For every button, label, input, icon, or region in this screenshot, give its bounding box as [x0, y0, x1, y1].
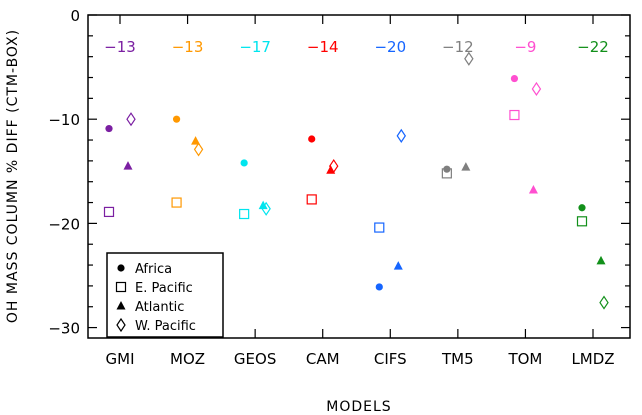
x-axis: GMI MOZ GEOS CAM CIFS TM5 TOM LMDZ: [106, 15, 615, 368]
w-pacific-point: [193, 142, 204, 157]
mean-annotation: −17: [239, 38, 271, 56]
e-pacific-point: [374, 222, 385, 233]
x-axis-title: MODELS: [326, 399, 391, 415]
e-pacific-point: [239, 208, 250, 220]
y-tick-label: −20: [48, 215, 80, 233]
y-axis-title: OH MASS COLUMN % DIFF (CTM-BOX): [5, 29, 21, 323]
legend-box: [106, 252, 224, 338]
w-pacific-point: [599, 295, 609, 310]
w-pacific-point: [328, 158, 339, 174]
atlantic-point: [123, 161, 133, 170]
atlantic-point: [393, 261, 403, 270]
mean-annotation: −13: [104, 38, 136, 56]
legend-label: Atlantic: [135, 300, 184, 315]
legend-label: W. Pacific: [135, 319, 196, 334]
e-pacific-point: [171, 197, 182, 208]
africa-point: [105, 124, 113, 133]
legend-marker: [117, 264, 125, 272]
legend-label: Africa: [135, 262, 172, 277]
atlantic-point: [258, 200, 268, 210]
legend-label: E. Pacific: [135, 281, 193, 296]
data-markers: [103, 51, 609, 310]
e-pacific-point: [509, 109, 520, 121]
atlantic-point: [528, 185, 538, 194]
w-pacific-point: [396, 128, 407, 143]
x-tick-label: LMDZ: [571, 350, 614, 368]
africa-point: [240, 159, 248, 167]
x-tick-label: MOZ: [170, 350, 205, 368]
x-tick-label: CAM: [306, 350, 340, 368]
legend-marker: [116, 317, 126, 333]
legend-marker: [115, 281, 127, 293]
atlantic-point: [596, 255, 606, 265]
africa-point: [375, 283, 383, 291]
x-tick-label: TM5: [441, 350, 474, 368]
mean-annotation: −9: [514, 38, 536, 56]
y-axis: 0 −10 −20 −30: [48, 7, 630, 338]
y-tick-label: 0: [70, 7, 80, 25]
africa-point: [510, 74, 519, 83]
africa-point: [172, 115, 181, 123]
e-pacific-point: [103, 206, 115, 218]
w-pacific-point: [531, 81, 542, 97]
africa-point: [578, 204, 586, 212]
legend-marker: [116, 301, 126, 310]
w-pacific-point: [261, 201, 271, 216]
e-pacific-point: [576, 216, 588, 227]
africa-point: [308, 135, 316, 143]
x-tick-label: GMI: [106, 350, 135, 368]
mean-annotation: −22: [577, 38, 609, 56]
mean-annotation: −20: [374, 38, 406, 56]
mean-annotation: −12: [442, 38, 474, 56]
model-mean-annotations: −13 −13 −17 −14 −20 −12 −9 −22: [104, 38, 609, 56]
mean-annotation: −14: [307, 38, 339, 56]
x-tick-label: GEOS: [234, 350, 276, 368]
atlantic-point: [461, 162, 471, 171]
w-pacific-point: [464, 51, 474, 66]
x-tick-label: TOM: [507, 350, 542, 368]
atlantic-point: [191, 136, 201, 145]
x-tick-label: CIFS: [374, 350, 407, 368]
plot-frame: [87, 14, 631, 339]
y-tick-label: −10: [48, 111, 80, 129]
e-pacific-point: [306, 194, 317, 205]
w-pacific-point: [126, 112, 136, 127]
legend: Africa E. Pacific Atlantic W. Pacific: [106, 252, 224, 338]
e-pacific-point: [441, 168, 452, 179]
y-tick-label: −30: [48, 320, 80, 338]
mean-annotation: −13: [172, 38, 204, 56]
